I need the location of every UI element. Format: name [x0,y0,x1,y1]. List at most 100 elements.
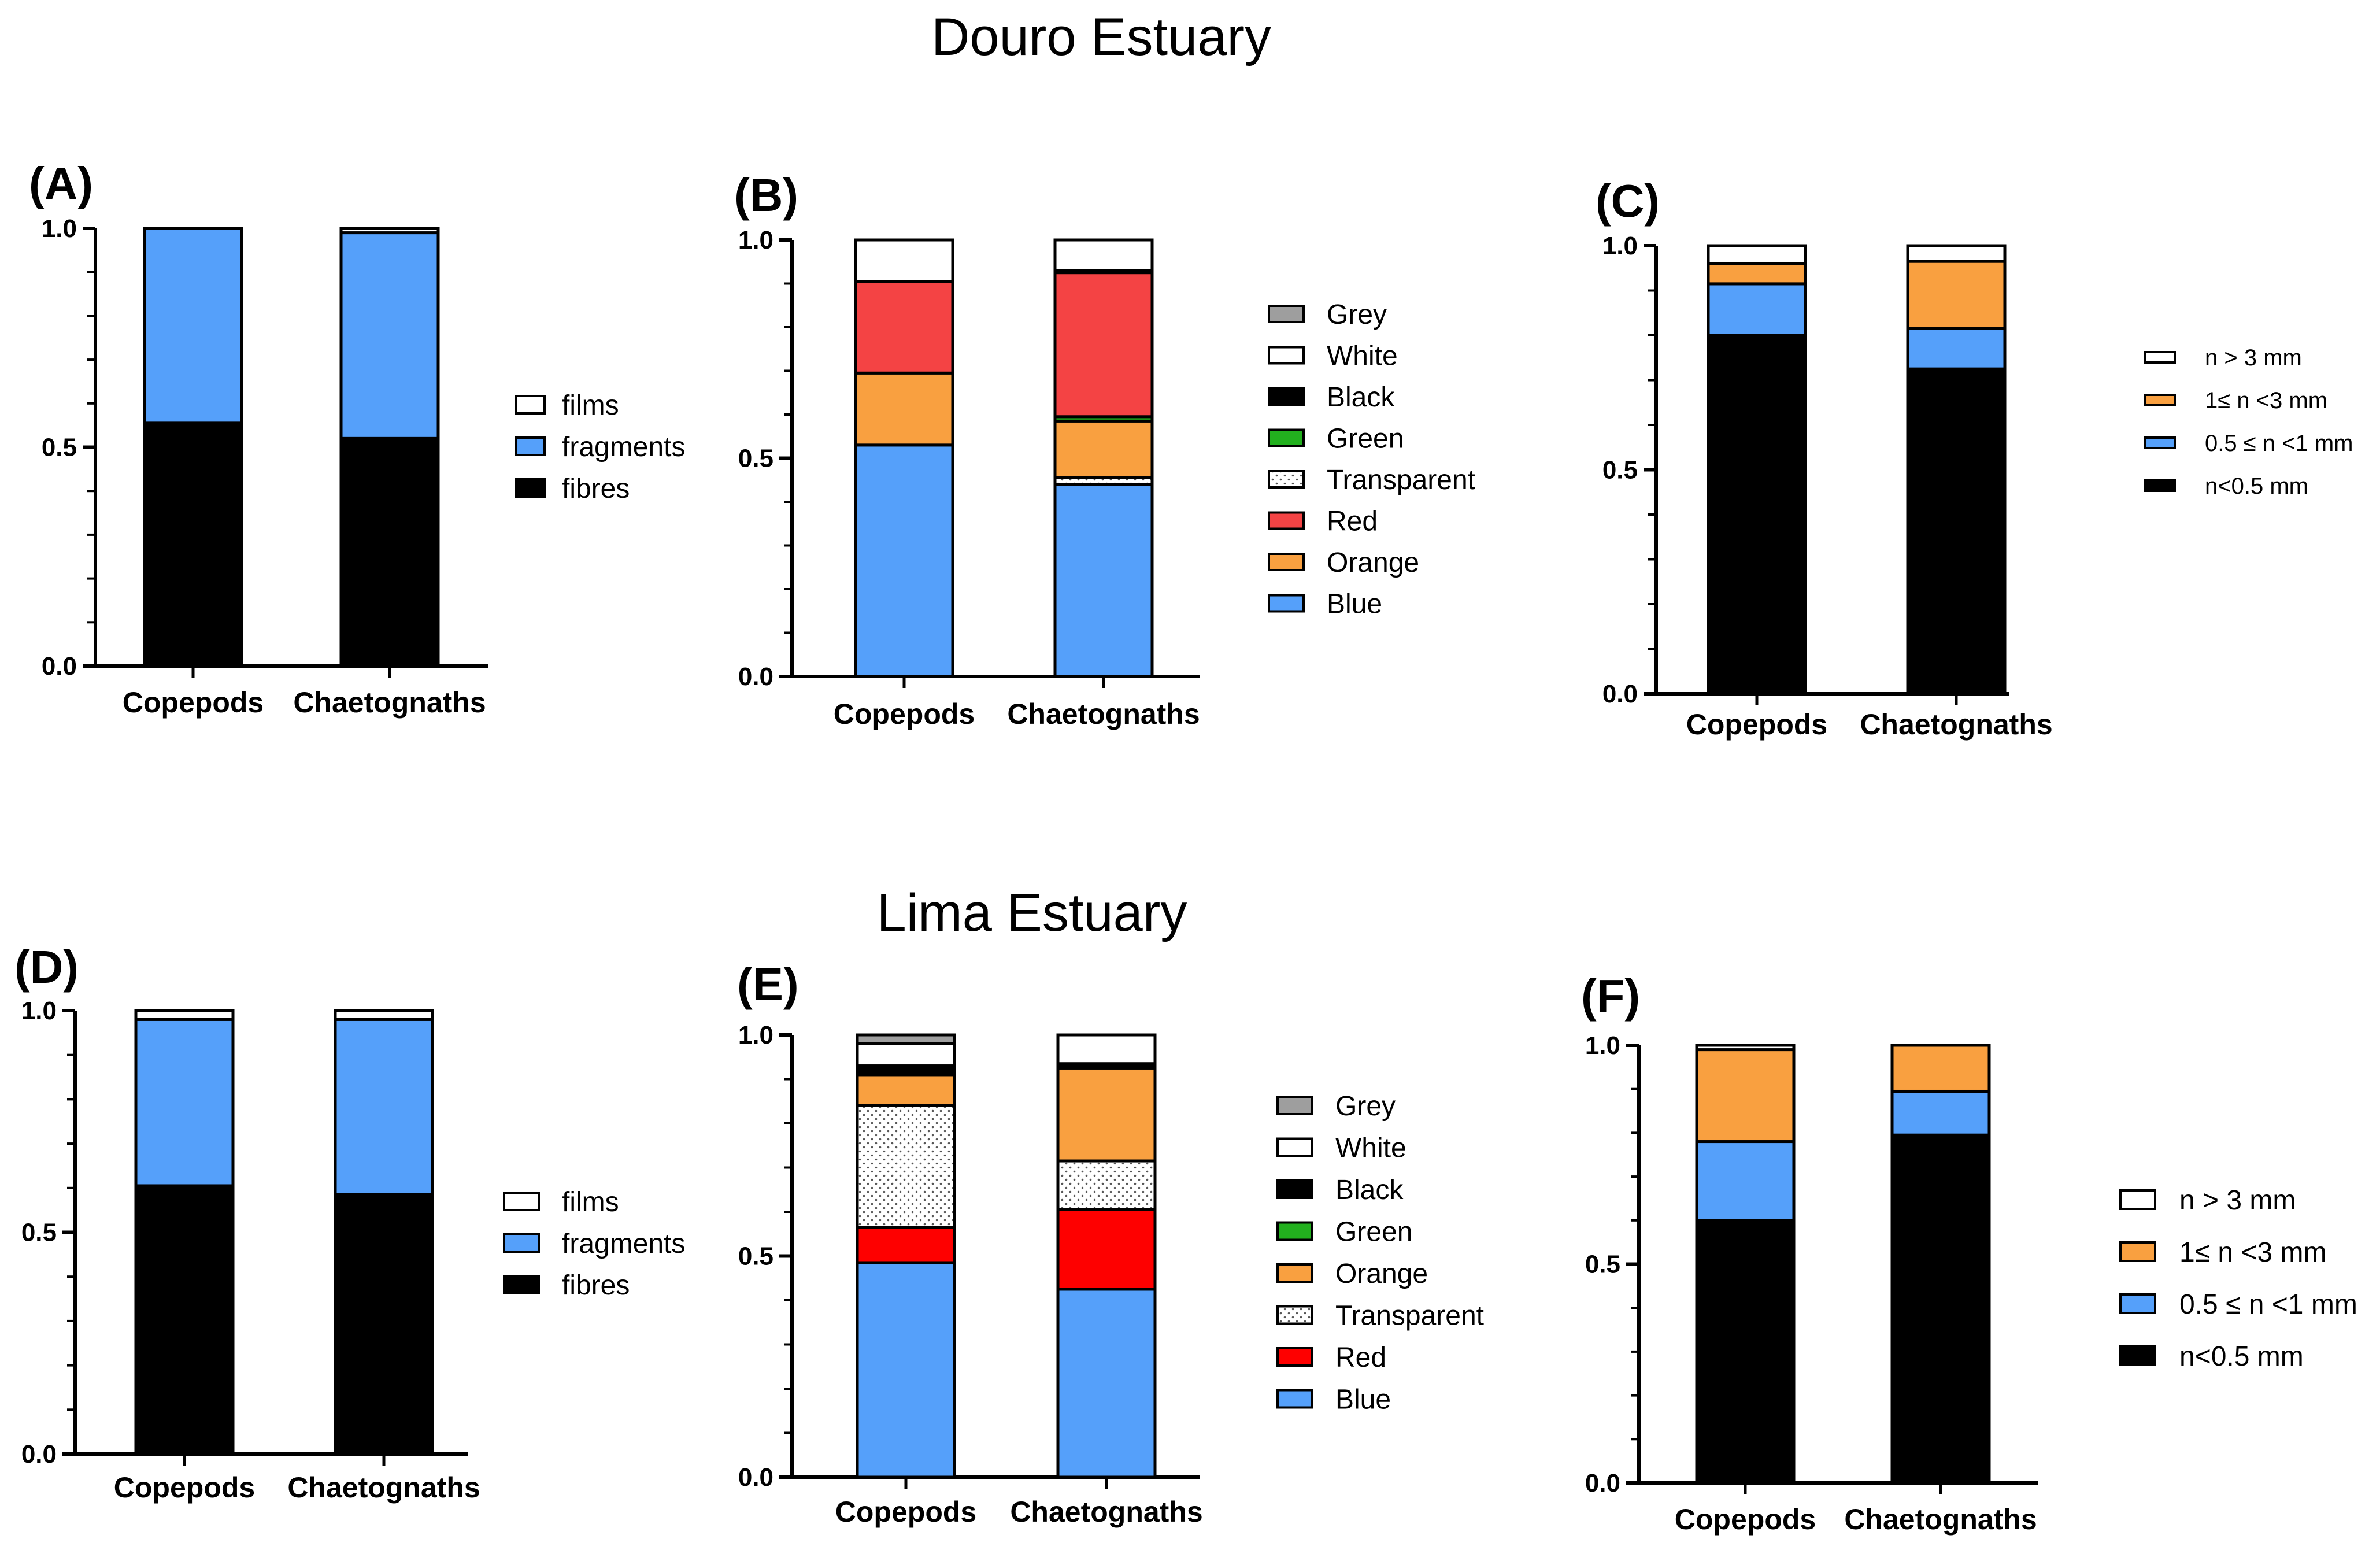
bar-segment-red-copepods [856,1226,956,1264]
bar-segment-white-copepods [854,238,954,283]
bar-segment-orange-chaetognaths [1053,419,1154,479]
legend-swatch [1276,1179,1313,1199]
x-category-label: Copepods [835,1496,976,1528]
panel-b: (B) 0.0 0.5 1.0 Copepods Chaetognaths Grey Whit… [734,169,1475,730]
panel-f: (F) 0.0 0.5 1.0 Copepods Chaetognaths n > 3 mm… [1581,970,2357,1536]
legend-label: Blue [1335,1385,1391,1415]
y-tick-label: 0.0 [738,1463,773,1492]
bar-segment-1-n-3-mm-copepods [1695,1048,1796,1144]
y-tick-label: 0.5 [42,434,77,462]
legend-swatch [1276,1305,1313,1325]
legend-swatch [1268,346,1305,365]
bar-segment-orange-copepods [854,371,954,447]
legend-label: films [562,1187,619,1218]
legend-label: Transparent [1327,465,1475,495]
legend-label: n<0.5 mm [2179,1341,2304,1372]
bar-segment-fibres-chaetognaths [334,1193,434,1456]
bar-segment-fragments-copepods [143,227,243,425]
legend-swatch [1268,594,1305,613]
bar-segment-fibres-chaetognaths [339,436,440,668]
y-tick-label: 0.5 [738,1242,773,1271]
legend-swatch [2119,1293,2156,1314]
legend-label: fibres [562,1270,630,1301]
bar-segment-transparent-chaetognaths [1056,1159,1157,1211]
bar-segment-n-0-5-mm-chaetognaths [1890,1133,1991,1485]
legend-label: fragments [562,1229,685,1259]
legend-swatch [1268,305,1305,323]
y-tick-label: 0.5 [1602,456,1638,484]
bar-segment-red-chaetognaths [1056,1208,1157,1291]
panel-a: (A) 0.0 0.5 1.0 Copepods Chaetognaths films fra… [29,158,685,719]
x-category-label: Chaetognaths [1007,698,1200,730]
y-tick-label: 1.0 [1585,1031,1620,1060]
bar-segment-white-copepods [856,1042,956,1068]
y-tick-label: 1.0 [21,997,57,1025]
legend-label: Red [1335,1342,1386,1373]
y-tick-label: 0.5 [738,445,773,473]
x-category-label: Chaetognaths [287,1471,480,1504]
bar-segment-n-0-5-mm-copepods [1695,1219,1796,1485]
bar-segment-white-chaetognaths [1053,238,1154,272]
legend-label: Blue [1327,589,1382,620]
bar-segment-1-n-3-mm-chaetognaths [1906,260,2007,330]
y-tick-label: 0.5 [1585,1251,1620,1279]
legend-swatch [2119,1189,2156,1210]
panel-e: (E) 0.0 0.5 1.0 Copepods Chaetognaths Grey Whit… [737,959,1484,1528]
y-tick-label: 0.5 [21,1219,57,1247]
y-tick-label: 0.0 [42,652,77,680]
bar-segment-orange-copepods [856,1073,956,1107]
legend-label: 1≤ n <3 mm [2205,388,2327,413]
y-tick-label: 0.0 [21,1440,57,1468]
x-category-label: Chaetognaths [1860,708,2052,741]
legend-swatch [503,1275,540,1294]
panel-d: (D) 0.0 0.5 1.0 Copepods Chaetognaths films fra… [14,941,685,1504]
bar-segment-blue-chaetognaths [1053,483,1154,678]
bar-segment-films-chaetognaths [339,227,440,235]
panel-label: (C) [1596,175,1660,227]
legend-swatch [1276,1096,1313,1115]
y-tick-label: 1.0 [738,226,773,254]
douro-title: Douro Estuary [931,8,1271,66]
bar-segment-0-5-n-1-mm-copepods [1707,282,1807,337]
x-category-label: Copepods [1675,1503,1816,1536]
panel-label: (F) [1581,970,1640,1022]
y-tick-label: 1.0 [738,1021,773,1049]
legend-label: Black [1327,382,1395,413]
legend-label: n > 3 mm [2179,1185,2296,1216]
legend-label: Grey [1335,1091,1396,1122]
legend-swatch [1276,1221,1313,1241]
panel-label: (D) [14,941,79,993]
legend-swatch [1268,387,1305,406]
legend-label: Grey [1327,299,1387,330]
legend-label: 1≤ n <3 mm [2179,1237,2326,1268]
y-tick-label: 0.0 [1585,1469,1620,1497]
bar-segment-transparent-copepods [856,1104,956,1229]
legend-label: n<0.5 mm [2205,473,2308,499]
legend-label: Green [1327,424,1404,454]
bar-segment-1-n-3-mm-copepods [1707,262,1807,286]
bar-segment-fibres-copepods [134,1184,235,1456]
legend-label: Orange [1327,548,1419,578]
bar-segment-white-chaetognaths [1056,1033,1157,1066]
bar-segment-fragments-chaetognaths [334,1018,434,1196]
bar-segment-red-copepods [854,280,954,375]
legend-swatch [1268,511,1305,530]
bar-segment-films-chaetognaths [334,1009,434,1021]
panel-c: (C) 0.0 0.5 1.0 Copepods Chaetognaths n > 3 mm… [1596,175,2353,741]
legend-swatch [515,395,546,415]
x-category-label: Chaetognaths [1844,1503,2037,1536]
x-category-label: Copepods [114,1471,255,1504]
legend-swatch [1268,553,1305,571]
bar-segment-1-n-3-mm-chaetognaths [1890,1044,1991,1093]
bar-segment-blue-copepods [854,443,954,678]
legend-swatch [1268,470,1305,489]
bar-segment-blue-chaetognaths [1056,1288,1157,1479]
bar-segment-n-0-5-mm-chaetognaths [1906,367,2007,696]
y-tick-label: 1.0 [42,214,77,243]
legend-swatch [515,436,546,456]
legend-label: Orange [1335,1259,1428,1289]
legend-swatch [1268,428,1305,447]
legend-label: fibres [562,473,630,504]
bar-segment-red-chaetognaths [1053,271,1154,419]
